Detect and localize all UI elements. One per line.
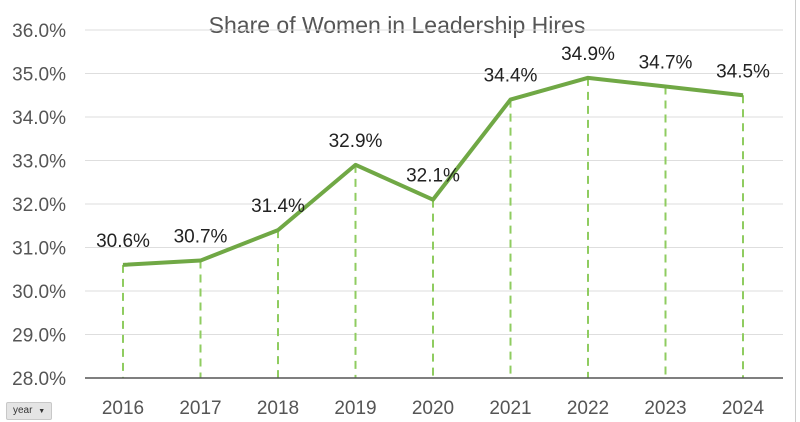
x-tick-label: 2023 [644, 398, 686, 419]
x-tick-label: 2020 [412, 398, 454, 419]
y-tick-label: 34.0% [12, 108, 66, 129]
y-tick-label: 30.0% [12, 282, 66, 303]
y-tick-label: 29.0% [12, 326, 66, 347]
chart-border [795, 0, 796, 422]
y-tick-label: 33.0% [12, 152, 66, 173]
data-label: 34.7% [639, 53, 693, 74]
data-label: 32.9% [329, 131, 383, 152]
data-label: 32.1% [406, 166, 460, 187]
data-label: 34.4% [484, 66, 538, 87]
year-field-button[interactable]: year ▼ [6, 402, 53, 420]
x-tick-label: 2021 [489, 398, 531, 419]
y-tick-label: 31.0% [12, 239, 66, 260]
x-tick-label: 2018 [257, 398, 299, 419]
chart-title: Share of Women in Leadership Hires [209, 12, 586, 38]
x-tick-label: 2022 [567, 398, 609, 419]
y-tick-label: 35.0% [12, 65, 66, 86]
data-label: 31.4% [251, 196, 305, 217]
y-tick-label: 32.0% [12, 195, 66, 216]
data-label: 30.7% [174, 227, 228, 248]
x-tick-label: 2017 [179, 398, 221, 419]
data-label: 34.9% [561, 44, 615, 65]
data-label: 34.5% [716, 61, 770, 82]
x-tick-label: 2019 [334, 398, 376, 419]
y-tick-label: 36.0% [12, 21, 66, 42]
dropdown-arrow-icon: ▼ [38, 408, 46, 415]
data-label: 30.6% [96, 231, 150, 252]
year-field-label: year [13, 405, 33, 416]
y-tick-label: 28.0% [12, 369, 66, 390]
x-tick-label: 2024 [722, 398, 765, 419]
x-tick-label: 2016 [102, 398, 144, 419]
